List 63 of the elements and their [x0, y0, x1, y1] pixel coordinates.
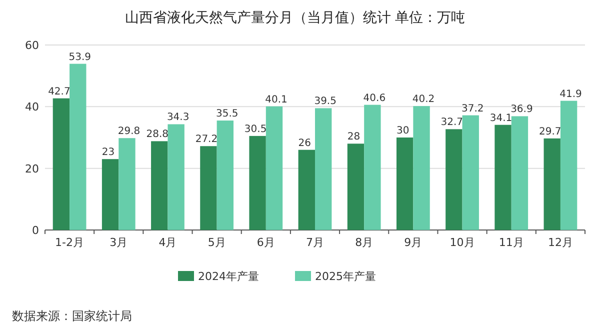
y-tick-label: 40 [25, 100, 39, 114]
x-tick-label: 4月 [158, 236, 177, 249]
data-label: 32.7 [440, 117, 464, 128]
bar [249, 136, 266, 230]
data-label: 28 [347, 132, 360, 143]
data-label: 26 [298, 138, 312, 149]
bar [462, 115, 479, 230]
bar [446, 129, 462, 230]
bar [216, 120, 234, 230]
data-label: 34.1 [490, 112, 512, 124]
data-label: 41.9 [560, 88, 582, 100]
data-label: 40.6 [363, 92, 386, 104]
data-label: 40.1 [265, 94, 288, 106]
data-label: 30 [396, 126, 410, 136]
y-tick-label: 0 [32, 224, 39, 237]
x-tick-label: 11月 [498, 236, 524, 249]
bar [168, 124, 184, 230]
data-label: 39.5 [314, 96, 336, 108]
data-label: 28.8 [146, 129, 169, 140]
data-label: 40.2 [412, 94, 435, 106]
data-label: 29.8 [118, 126, 140, 138]
x-tick-label: 6月 [256, 236, 275, 249]
bar [396, 138, 414, 230]
bar [52, 98, 70, 230]
bar [118, 138, 136, 230]
bar [102, 159, 119, 230]
x-tick-label: 10月 [450, 236, 475, 249]
bar [544, 138, 560, 230]
chart-title: 山西省液化天然气产量分月（当月值）统计 单位：万吨 [124, 10, 466, 26]
x-tick-label: 9月 [404, 236, 422, 249]
data-label: 29.7 [538, 126, 562, 138]
data-label: 34.3 [166, 112, 190, 124]
data-label: 37.2 [461, 103, 484, 114]
data-label: 27.2 [195, 134, 218, 146]
x-tick-label: 5月 [208, 236, 226, 249]
data-label: 35.5 [216, 108, 238, 120]
legend-label: 2024年产量 [198, 270, 259, 283]
bar [511, 116, 528, 230]
bar [70, 64, 86, 230]
bar [347, 144, 364, 230]
data-label: 36.9 [510, 104, 533, 116]
bar [494, 124, 512, 230]
data-label: 30.5 [244, 124, 267, 135]
bar [200, 146, 217, 230]
x-tick-label: 12月 [548, 236, 573, 249]
bar [298, 150, 315, 230]
x-tick-label: 7月 [306, 236, 324, 249]
y-tick-label: 20 [25, 162, 39, 176]
x-tick-label: 3月 [110, 236, 128, 249]
data-label: 42.7 [48, 86, 70, 98]
bar [364, 104, 381, 230]
bar [151, 141, 168, 230]
data-label: 53.9 [68, 52, 92, 63]
source-note: 数据来源：国家统计局 [12, 309, 132, 323]
y-tick-label: 60 [25, 39, 39, 52]
data-label: 23 [102, 147, 115, 158]
x-tick-label: 1-2月 [55, 236, 84, 249]
bar [413, 106, 430, 230]
bar [266, 106, 283, 230]
bar [560, 100, 578, 230]
bar [315, 108, 332, 230]
legend-label: 2025年产量 [315, 270, 376, 283]
x-tick-label: 8月 [355, 236, 374, 249]
